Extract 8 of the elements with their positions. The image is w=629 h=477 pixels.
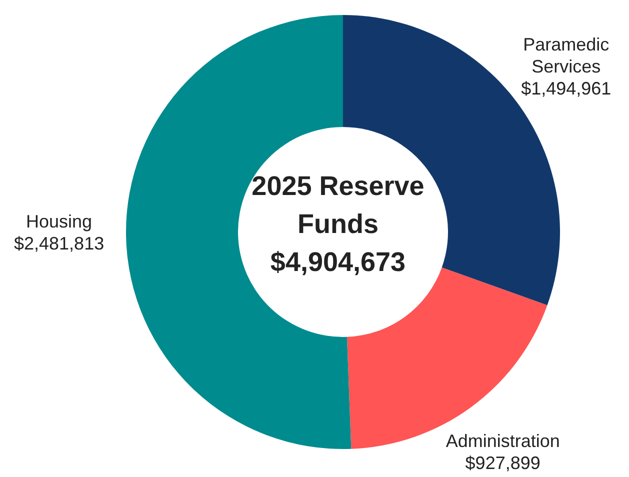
slice-label: Administration (446, 431, 560, 452)
data-label: $927,899 (465, 453, 540, 474)
text: $4,904,673 (269, 246, 407, 279)
slice-label: Paramedic Services (523, 34, 610, 76)
text: 2025 Reserve Funds (250, 170, 426, 241)
slice-label: Housing (26, 211, 92, 232)
data-label: $2,481,813 (14, 233, 104, 254)
data-label: $1,494,961 (521, 78, 612, 98)
